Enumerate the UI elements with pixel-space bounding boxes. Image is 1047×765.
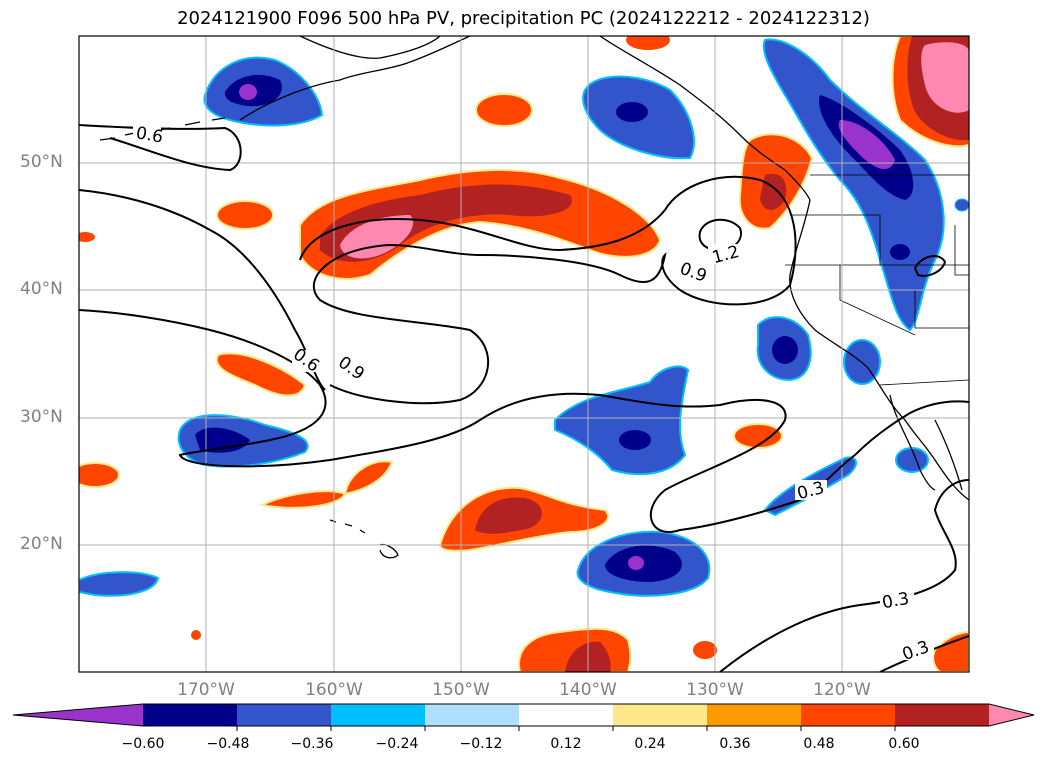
contour-0.9-ne <box>913 255 947 277</box>
us-west-coast <box>789 199 969 501</box>
blob-ne-corner-pink <box>921 42 969 113</box>
blob-left-blue <box>79 571 160 597</box>
blob-gulf-navy <box>616 102 648 122</box>
hawaii-islands <box>329 519 399 559</box>
colorbar-cell <box>895 704 990 726</box>
lon-label: 150°W <box>432 680 490 700</box>
bc-coast <box>599 36 811 201</box>
colorbar-extend-max <box>989 704 1034 726</box>
lat-label: 20°N <box>20 534 63 554</box>
lat-label: 40°N <box>20 279 63 299</box>
blob-tiny-bottom <box>693 641 717 659</box>
colorbar-outline <box>12 703 1035 727</box>
colorbar-tick-label: −0.12 <box>459 736 503 752</box>
colorbar-tick-label: 0.24 <box>634 736 666 752</box>
colorbar <box>12 703 1035 731</box>
blob-south-purple <box>628 556 644 570</box>
alaska-south-coast <box>299 36 441 59</box>
blob-hawaii-chain <box>258 460 394 509</box>
colorbar-tick-label: 0.48 <box>803 736 835 752</box>
colorbar-cell <box>519 704 614 726</box>
blob-nw-purple <box>239 84 257 100</box>
colorbar-cell <box>143 704 238 726</box>
lon-label: 140°W <box>559 680 617 700</box>
lon-label: 120°W <box>813 680 871 700</box>
blob-gulf-small <box>475 93 533 127</box>
colorbar-tick-label: −0.36 <box>290 736 334 752</box>
colorbar-tick-label: −0.60 <box>121 736 165 752</box>
mexico-coast <box>934 419 963 491</box>
blob-left-25n <box>79 462 120 488</box>
map-area <box>79 36 969 672</box>
colorbar-extend-min <box>13 704 143 726</box>
colorbar-cell <box>801 704 896 726</box>
colorbar-tick-label: 0.12 <box>550 736 582 752</box>
blob-nwcoast-purple <box>838 120 895 170</box>
colorbar-tick-label: 0.36 <box>719 736 751 752</box>
contour-0.6-south <box>79 309 856 533</box>
contour-0.3-south <box>719 479 969 672</box>
positive-anomaly-regions <box>79 36 969 672</box>
colorbar-tick-label: −0.24 <box>375 736 419 752</box>
blob-nwcoast-navy2 <box>890 244 910 260</box>
lon-label: 130°W <box>686 680 744 700</box>
blob-top-bc <box>626 36 670 50</box>
blob-east-30n <box>733 423 783 449</box>
contour-label-backgrounds <box>133 126 934 660</box>
lon-label: 160°W <box>305 680 363 700</box>
blob-west-small <box>216 200 274 230</box>
blob-south-central-red <box>475 497 542 534</box>
lon-label: 170°W <box>177 680 235 700</box>
lat-label: 50°N <box>20 152 63 172</box>
contour-0.3-east <box>854 400 969 456</box>
contour-0.9-main <box>299 175 797 405</box>
coastlines <box>99 36 969 559</box>
blob-east-cyan <box>954 198 969 212</box>
baja-peninsula <box>889 394 936 491</box>
band-core-pink <box>340 215 414 259</box>
map-frame <box>78 35 970 673</box>
blob-30n-navy <box>619 430 651 450</box>
blob-tiny-12n <box>191 630 201 640</box>
blob-gulfca-blue <box>895 447 929 473</box>
colorbar-cell <box>331 704 426 726</box>
blob-left-43n <box>79 232 95 242</box>
colorbar-cell <box>237 704 332 726</box>
map-grid <box>79 36 969 672</box>
colorbar-cell <box>425 704 520 726</box>
contour-label: 0.6 <box>134 123 164 147</box>
map-title: 2024121900 F096 500 hPa PV, precipitatio… <box>177 8 870 29</box>
colorbar-cell <box>613 704 708 726</box>
contour-label: 0.3 <box>881 589 911 613</box>
lat-label: 30°N <box>20 407 63 427</box>
colorbar-cell <box>707 704 802 726</box>
state-borders <box>785 174 969 386</box>
alaska-coast <box>239 36 471 121</box>
blob-lat35 <box>215 352 307 397</box>
colorbar-tick-label: −0.48 <box>206 736 250 752</box>
blob-west-coast-navy <box>772 336 798 364</box>
colorbar-tick-label: 0.60 <box>888 736 920 752</box>
